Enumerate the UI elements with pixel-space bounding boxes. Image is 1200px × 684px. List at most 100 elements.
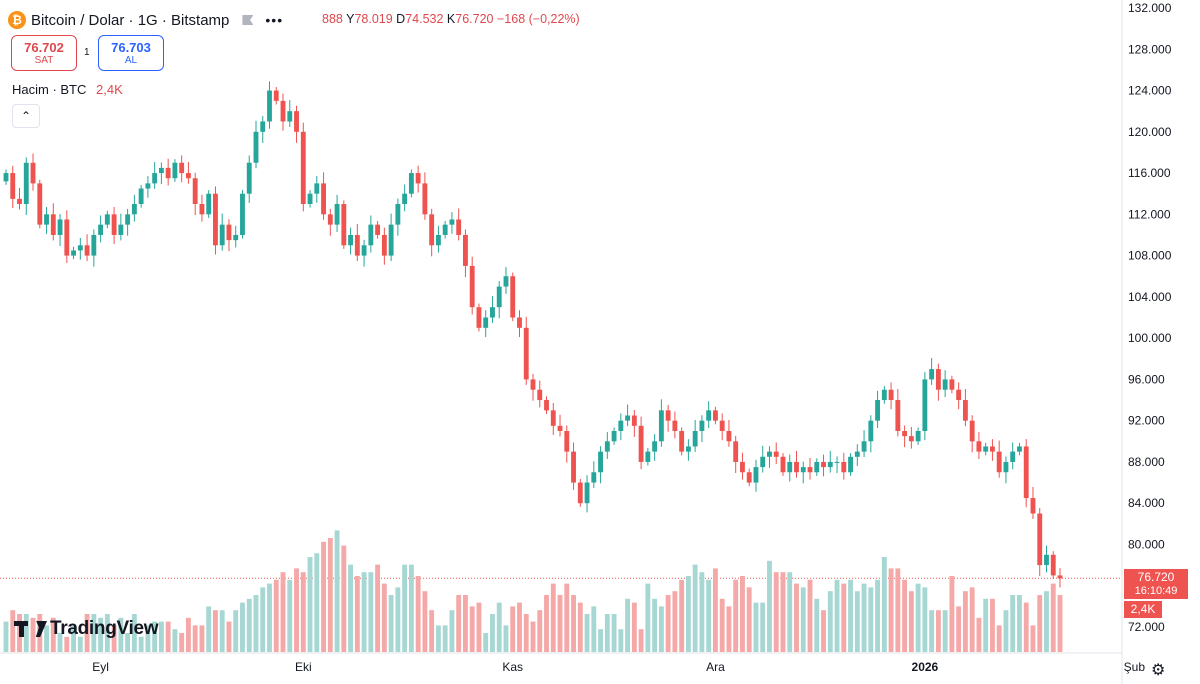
candle-body: [868, 420, 874, 442]
volume-bar: [402, 564, 408, 652]
candle-body: [64, 219, 70, 256]
y-tick-label: 72.000: [1128, 620, 1165, 634]
candle-body: [469, 265, 475, 308]
low-value: 74.532: [405, 12, 444, 26]
candle-body: [483, 317, 489, 328]
flag-icon[interactable]: [241, 13, 255, 27]
volume-bar: [571, 595, 576, 652]
candle-body: [969, 420, 975, 442]
y-tick-label: 120.000: [1128, 125, 1172, 139]
candle-body: [77, 245, 83, 251]
volume-bar: [895, 568, 901, 652]
volume-bar: [969, 587, 975, 652]
candle-body: [138, 188, 144, 205]
volume-bar: [618, 629, 624, 652]
volume-bar: [1023, 602, 1029, 652]
collapse-chevron-up-icon[interactable]: ⌃: [12, 104, 40, 128]
volume-bar: [30, 617, 36, 652]
volume-bar: [50, 617, 56, 652]
x-tick-label: Kas: [502, 660, 523, 674]
volume-bar: [192, 625, 198, 652]
sell-label: SAT: [34, 55, 54, 66]
symbol-header[interactable]: ₿ Bitcoin / Dolar · 1G · Bitstamp •••: [8, 8, 290, 32]
sell-button[interactable]: 76.702 SAT: [11, 35, 77, 71]
candle-body: [841, 461, 847, 473]
volume-bar: [1037, 595, 1043, 652]
volume-bar: [496, 602, 502, 652]
candle-body: [71, 250, 76, 256]
volume-bar: [942, 610, 948, 652]
candle-body: [206, 193, 212, 215]
candle-body: [672, 420, 678, 431]
candle-body: [1003, 461, 1009, 473]
volume-bar: [888, 568, 894, 652]
candle-body: [942, 379, 948, 390]
candle-body: [827, 461, 833, 468]
volume-bar: [1010, 595, 1016, 652]
volume-bar: [10, 610, 16, 652]
volume-bar: [658, 606, 664, 652]
candle-body: [692, 430, 698, 447]
candle-body: [753, 467, 759, 483]
volume-bar: [902, 579, 908, 652]
candle-body: [726, 430, 732, 442]
volume-bar: [881, 557, 887, 652]
candle-body: [30, 162, 36, 184]
volume-bar: [827, 591, 833, 652]
volume-bar: [996, 625, 1002, 652]
candle-body: [780, 456, 786, 473]
candle-body: [571, 451, 576, 483]
y-tick-label: 116.000: [1128, 166, 1171, 180]
candle-body: [544, 400, 549, 411]
candle-body: [773, 451, 779, 457]
close-label: K: [446, 12, 456, 26]
volume-bar: [449, 610, 455, 652]
volume-bar: [604, 614, 610, 652]
candle-body: [118, 224, 124, 235]
volume-bar: [544, 595, 549, 652]
volume-bar: [983, 598, 989, 652]
volume-bar: [834, 579, 840, 652]
candle-body: [591, 472, 597, 483]
volume-bar: [3, 621, 9, 652]
buy-button[interactable]: 76.703 AL: [98, 35, 164, 71]
volume-bar: [84, 614, 90, 652]
candle-body: [321, 183, 326, 215]
y-tick-label: 88.000: [1128, 455, 1165, 469]
candle-body: [645, 451, 651, 462]
high-value: 78.019: [354, 12, 393, 26]
volume-indicator-legend[interactable]: Hacim · BTC 2,4K: [12, 82, 123, 97]
more-horizontal-icon[interactable]: •••: [265, 12, 284, 28]
candle-body: [908, 436, 914, 442]
volume-bar: [922, 587, 928, 652]
candle-body: [381, 234, 387, 256]
volume-bar: [415, 576, 421, 652]
volume-bar: [341, 545, 347, 652]
candle-body: [273, 90, 279, 101]
volume-bar: [206, 606, 212, 652]
volume-bar: [638, 629, 644, 652]
volume-bar: [929, 610, 935, 652]
volume-bar: [165, 621, 171, 652]
candle-body: [361, 245, 367, 256]
candle-body: [17, 198, 22, 205]
candle-body: [449, 219, 455, 225]
candle-body: [267, 90, 272, 122]
candle-body: [50, 214, 56, 235]
candle-body: [213, 193, 218, 246]
open-value: 888: [322, 12, 343, 26]
last-price-value: 76.720: [1137, 570, 1175, 584]
volume-bar: [990, 598, 995, 652]
settings-gear-icon[interactable]: ⚙: [1151, 662, 1166, 679]
symbol-title[interactable]: Bitcoin / Dolar · 1G · Bitstamp: [31, 11, 230, 29]
volume-bar: [490, 614, 495, 652]
volume-bar: [780, 572, 786, 652]
volume-bar: [719, 598, 725, 652]
candle-body: [523, 327, 529, 380]
candle-body: [179, 162, 185, 174]
volume-bar: [314, 553, 320, 652]
candle-body: [246, 162, 252, 194]
candle-body: [733, 441, 739, 462]
volume-bar: [841, 583, 847, 652]
